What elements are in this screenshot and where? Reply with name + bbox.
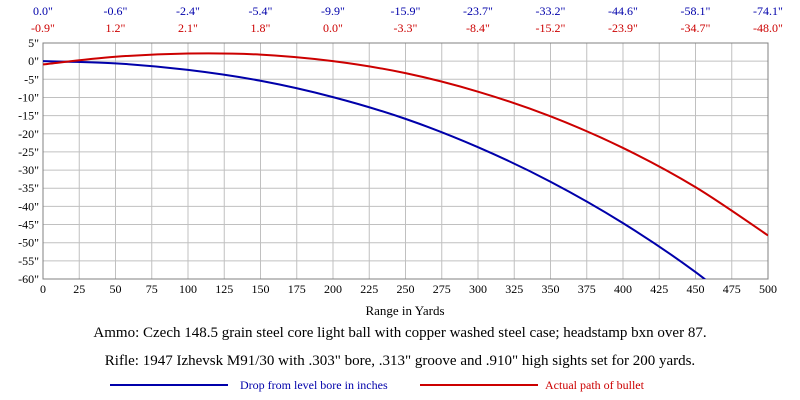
legend-label-path: Actual path of bullet — [545, 378, 645, 392]
top-drop-label: 0.0" — [33, 4, 53, 18]
x-tick-label: 250 — [397, 282, 415, 296]
top-drop-label: -33.2" — [536, 4, 566, 18]
y-tick-label: -45" — [18, 218, 39, 232]
y-tick-label: -40" — [18, 199, 39, 213]
x-tick-label: 325 — [505, 282, 523, 296]
x-tick-label: 500 — [759, 282, 777, 296]
series-lines — [43, 52, 768, 279]
grid — [42, 42, 769, 280]
x-tick-label: 75 — [146, 282, 158, 296]
top-drop-label: -44.6" — [608, 4, 638, 18]
top-value-labels: 0.0" -0.9" -0.6" 1.2" -2.4" 2.1" -5.4" 1.8" -9.9… — [31, 4, 783, 35]
top-drop-label: -15.9" — [391, 4, 421, 18]
y-tick-label: -50" — [18, 236, 39, 250]
x-tick-label: 475 — [723, 282, 741, 296]
x-tick-label: 350 — [542, 282, 560, 296]
x-tick-label: 0 — [40, 282, 46, 296]
top-path-label: 0.0" — [323, 21, 343, 35]
chart-svg: 5" 0" -5" -10" -15" -20" -25" -30" -35" -40" -45" -… — [18, 4, 783, 318]
legend-label-drop: Drop from level bore in inches — [240, 378, 388, 392]
x-tick-label: 125 — [215, 282, 233, 296]
x-tick-label: 450 — [687, 282, 705, 296]
axes — [42, 42, 769, 280]
y-tick-label: 0" — [28, 54, 39, 68]
y-tick-label: -35" — [18, 181, 39, 195]
rifle-note: Rifle: 1947 Izhevsk M91/30 with .303" bo… — [104, 353, 696, 369]
top-drop-label: -23.7" — [463, 4, 493, 18]
top-drop-label: -0.6" — [104, 4, 128, 18]
tick-labels: 5" 0" -5" -10" -15" -20" -25" -30" -35" -40" -45" -… — [18, 36, 777, 296]
top-path-label: -0.9" — [31, 21, 55, 35]
x-tick-label: 225 — [360, 282, 378, 296]
top-path-label: 2.1" — [178, 21, 198, 35]
top-drop-label: -2.4" — [176, 4, 200, 18]
top-drop-label: -74.1" — [753, 4, 783, 18]
top-drop-label: -5.4" — [249, 4, 273, 18]
y-tick-label: -15" — [18, 109, 39, 123]
series-path-line — [43, 52, 768, 237]
x-tick-label: 200 — [324, 282, 342, 296]
top-path-label: 1.8" — [251, 21, 271, 35]
series-drop-line — [43, 60, 707, 279]
y-tick-label: -20" — [18, 127, 39, 141]
plot-frame — [42, 42, 769, 280]
x-tick-label: 300 — [469, 282, 487, 296]
x-axis-title: Range in Yards — [365, 303, 444, 318]
legend: Drop from level bore in inches Actual pa… — [110, 378, 645, 392]
top-path-label: -3.3" — [394, 21, 418, 35]
y-tick-label: -5" — [24, 72, 39, 86]
x-tick-label: 25 — [73, 282, 85, 296]
x-tick-label: 375 — [578, 282, 596, 296]
y-tick-label: -10" — [18, 90, 39, 104]
top-path-label: -34.7" — [681, 21, 711, 35]
top-path-label: -23.9" — [608, 21, 638, 35]
y-tick-label: 5" — [28, 36, 39, 50]
top-path-label: 1.2" — [106, 21, 126, 35]
ammo-note: Ammo: Czech 148.5 grain steel core light… — [93, 325, 707, 341]
y-tick-label: -60" — [18, 272, 39, 286]
x-tick-label: 425 — [650, 282, 668, 296]
x-tick-label: 175 — [288, 282, 306, 296]
y-tick-label: -30" — [18, 163, 39, 177]
top-drop-label: -9.9" — [321, 4, 345, 18]
x-tick-label: 100 — [179, 282, 197, 296]
x-tick-label: 400 — [614, 282, 632, 296]
y-tick-label: -55" — [18, 254, 39, 268]
x-tick-label: 150 — [252, 282, 270, 296]
x-tick-label: 50 — [110, 282, 122, 296]
top-path-label: -48.0" — [753, 21, 783, 35]
top-drop-label: -58.1" — [681, 4, 711, 18]
y-tick-label: -25" — [18, 145, 39, 159]
top-path-label: -15.2" — [536, 21, 566, 35]
top-path-label: -8.4" — [466, 21, 490, 35]
x-tick-label: 275 — [433, 282, 451, 296]
